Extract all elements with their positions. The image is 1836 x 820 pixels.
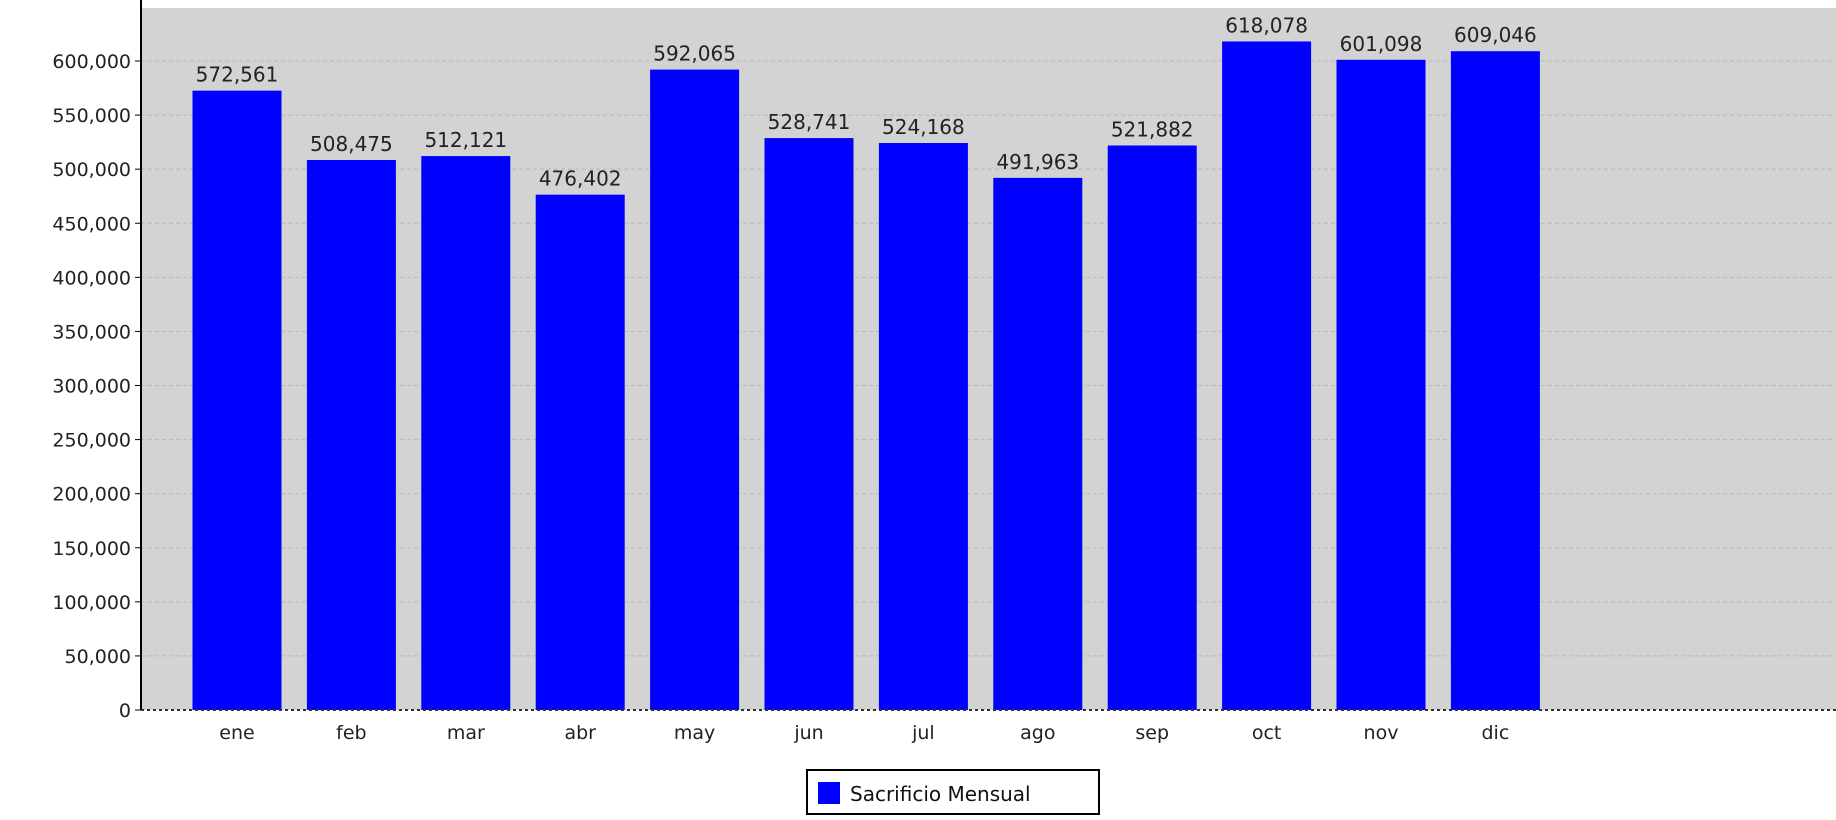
x-tick-label-ago: ago [1020,722,1055,744]
bar-may [650,69,740,711]
y-tick-label: 350,000 [52,321,131,343]
y-tick-label: 50,000 [65,646,131,668]
x-tick-label-dic: dic [1482,722,1510,744]
value-label-ago: 491,963 [996,150,1079,174]
y-tick-label: 100,000 [52,592,131,614]
bar-mar [421,156,511,710]
y-tick-label: 300,000 [52,376,131,398]
bar-oct [1222,41,1312,711]
y-tick-label: 600,000 [52,51,131,73]
y-tick-label: 500,000 [52,159,131,181]
value-label-oct: 618,078 [1225,13,1308,37]
x-tick-label-abr: abr [564,722,596,744]
x-tick-label-may: may [674,722,715,744]
bar-jun [764,138,854,710]
y-tick-label: 0 [119,700,131,722]
value-label-jul: 524,168 [882,115,965,139]
y-tick-label: 400,000 [52,267,131,289]
value-label-nov: 601,098 [1340,32,1423,56]
legend-swatch [818,782,840,804]
value-labels: 572,561 508,475 512,121 476,402 592,065 528,7… [196,13,1537,190]
x-tick-label-mar: mar [447,722,485,744]
value-label-jun: 528,741 [768,110,851,134]
y-tick-label: 150,000 [52,538,131,560]
y-tick-label: 550,000 [52,105,131,127]
legend: Sacrificio Mensual [806,769,1100,815]
bar-feb [306,159,396,711]
x-tick-label-sep: sep [1135,722,1169,744]
legend-label: Sacrificio Mensual [850,782,1031,806]
y-tick-label: 200,000 [52,484,131,506]
value-label-ene: 572,561 [196,63,279,87]
x-axis-ticks: ene feb mar abr may jun jul ago sep oct nov dic [219,722,1509,744]
bar-nov [1336,59,1426,711]
y-tick-label: 250,000 [52,430,131,452]
x-tick-label-feb: feb [336,722,366,744]
bar-dic [1450,51,1540,710]
bar-ago [993,177,1083,711]
x-tick-label-nov: nov [1364,722,1399,744]
value-label-sep: 521,882 [1111,117,1194,141]
value-label-abr: 476,402 [539,167,622,191]
bar-jul [878,143,968,710]
x-tick-label-ene: ene [219,722,254,744]
value-label-feb: 508,475 [310,132,393,156]
x-tick-label-jul: jul [911,722,935,744]
value-label-dic: 609,046 [1454,23,1537,47]
y-axis-ticks: 0 50,000 100,000 150,000 200,000 250,000 300,0… [52,51,141,722]
bars [192,41,1540,711]
value-label-mar: 512,121 [424,128,507,152]
value-label-may: 592,065 [653,42,736,66]
bar-ene [192,90,282,710]
bar-abr [535,194,625,710]
y-tick-label: 450,000 [52,213,131,235]
bar-sep [1107,145,1197,711]
x-tick-label-jun: jun [793,722,823,744]
x-tick-label-oct: oct [1252,722,1282,744]
legend-box [806,769,1100,815]
